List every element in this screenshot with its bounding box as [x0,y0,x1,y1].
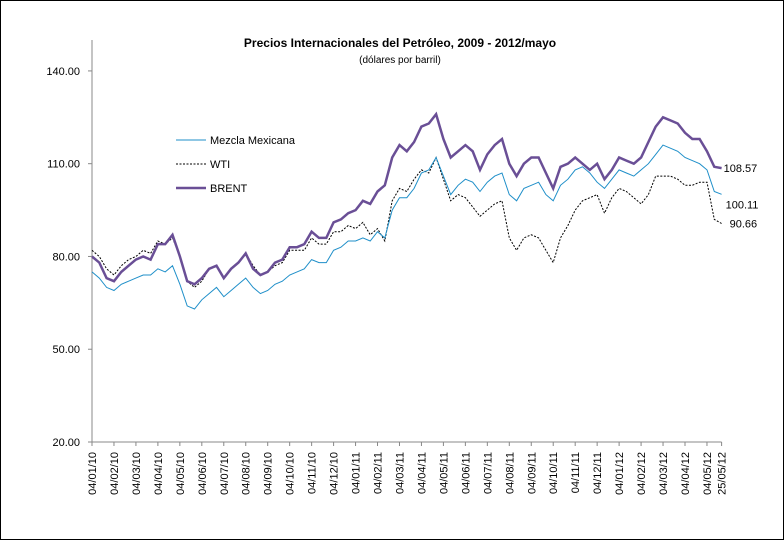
x-tick-label: 04/01/10 [87,452,99,495]
legend-label: Mezcla Mexicana [210,135,296,147]
y-tick-label: 20.00 [52,437,80,449]
chart-title: Precios Internacionales del Petróleo, 20… [244,36,556,50]
x-tick-label: 04/07/11 [482,452,494,494]
x-tick-label: 04/05/11 [438,452,450,494]
x-tick-label: 04/02/11 [373,452,385,494]
x-tick-label: 04/04/11 [416,452,428,494]
x-tick-label: 04/12/10 [329,452,341,495]
x-tick-label: 04/08/11 [504,452,516,494]
y-tick-label: 80.00 [52,251,80,263]
x-tick-label: 04/07/10 [219,452,231,495]
x-tick-label: 04/06/11 [460,452,472,494]
x-tick-label: 04/01/12 [614,452,626,495]
x-tick-label: 04/09/11 [526,452,538,494]
x-tick-label: 04/02/12 [636,452,648,495]
x-tick-label: 04/03/11 [394,452,406,494]
x-tick-label: 04/02/10 [109,452,121,495]
x-tick-label: 04/06/10 [197,452,209,495]
x-tick-label: 04/03/10 [131,452,143,495]
x-tick-label: 04/04/12 [680,452,692,495]
y-tick-label: 140.00 [46,66,80,78]
x-tick-label: 04/11/11 [570,452,582,493]
x-tick-label: 04/04/10 [153,452,165,495]
x-tick-label: 04/08/10 [241,452,253,495]
y-tick-label: 110.00 [47,159,80,171]
x-tick-label: 25/05/12 [717,452,729,495]
x-tick-label: 04/10/10 [285,452,297,495]
x-tick-label: 04/12/11 [592,452,604,494]
legend-label: BRENT [210,183,248,195]
end-label: 90.66 [730,218,758,230]
series-line [91,111,722,286]
x-tick-label: 04/05/12 [702,452,714,495]
x-tick-label: 04/10/11 [548,452,560,494]
legend-label: WTI [210,159,230,171]
series-line [91,144,722,310]
x-tick-label: 04/03/12 [658,452,670,495]
end-label: 108.57 [724,163,758,175]
x-tick-label: 04/09/10 [263,452,275,495]
chart-subtitle: (dólares por barril) [359,55,441,66]
end-label: 100.11 [726,199,759,211]
x-tick-label: 04/05/10 [175,452,187,495]
y-tick-label: 50.00 [52,344,80,356]
x-tick-label: 04/01/11 [351,452,363,494]
x-tick-label: 04/11/10 [307,452,319,494]
